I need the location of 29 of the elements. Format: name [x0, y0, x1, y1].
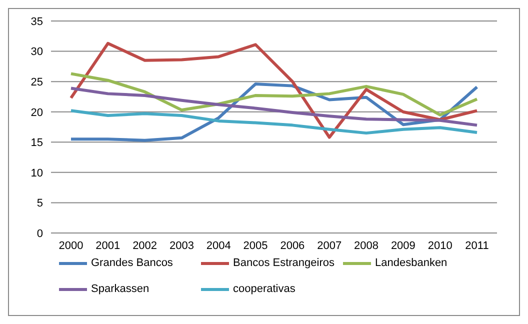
- legend-label: Landesbanken: [375, 257, 448, 269]
- x-tick-label: 2005: [243, 240, 268, 252]
- legend-label: cooperativas: [233, 283, 296, 295]
- x-tick-label: 2006: [280, 240, 305, 252]
- y-tick-label: 10: [30, 167, 43, 180]
- y-tick-label: 5: [36, 198, 43, 210]
- x-tick-label: 2001: [96, 240, 120, 252]
- line-series: [70, 86, 478, 127]
- x-tick-label: 2000: [58, 240, 84, 252]
- x-tick-label: 2011: [465, 240, 489, 252]
- x-tick-label: 2002: [132, 240, 158, 252]
- y-tick-label: 25: [30, 76, 43, 88]
- legend-label: Bancos Estrangeiros: [233, 257, 334, 269]
- y-tick-label: 30: [30, 46, 43, 58]
- y-tick-label: 15: [30, 137, 43, 150]
- x-tick-label: 2003: [169, 240, 194, 252]
- legend-label: Sparkassen: [91, 283, 150, 295]
- line-series: [70, 72, 478, 116]
- x-tick-label: 2008: [354, 240, 379, 252]
- x-tick-label: 2007: [317, 240, 342, 252]
- line-series: [70, 42, 478, 139]
- y-tick-label: 0: [36, 228, 43, 240]
- y-tick-label: 35: [30, 16, 43, 28]
- x-tick-label: 2009: [390, 240, 416, 252]
- line-series: [70, 109, 478, 135]
- x-tick-label: 2010: [428, 240, 452, 252]
- y-tick-label: 20: [30, 106, 43, 119]
- legend-label: Grandes Bancos: [91, 257, 173, 269]
- x-tick-label: 2004: [206, 240, 231, 252]
